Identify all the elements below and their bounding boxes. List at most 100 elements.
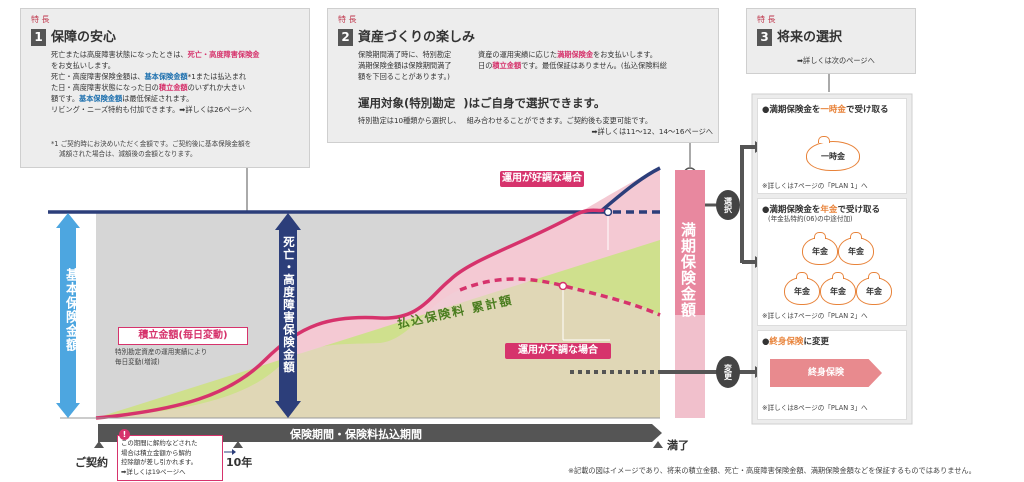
- feature-heading: 3 将来の選択: [757, 26, 842, 46]
- bad-dot: [558, 281, 568, 291]
- period-label: 保険期間・保険料払込期間: [290, 428, 422, 441]
- feature-small: 特別勘定は10種類から選択し、 組み合わせることができます。ご契約後も変更可能です…: [358, 115, 713, 137]
- maturity-bar-bottom: [675, 315, 705, 418]
- text: をお支払いします。: [51, 61, 115, 70]
- warning-icon: !: [119, 429, 130, 440]
- feature-number: 1: [31, 29, 46, 46]
- death-amount-label: 死亡・高度障害保険金額: [282, 236, 296, 374]
- option-more: ※詳しくは7ページの「PLAN 2」へ: [762, 312, 868, 320]
- text: 額です。: [51, 94, 80, 103]
- ten-year-marker: [233, 441, 243, 448]
- feature-body-col2: 資産の運用実績に応じた満期保険金をお支払いします。 日の積立金額です。最低保証は…: [478, 49, 713, 71]
- ten-year-label: 10年: [226, 456, 253, 469]
- warning-box: ! この期間に解約などされた 場合は積立金額から解約 控除額が差し引かれます。 …: [117, 429, 223, 481]
- text: 資産の運用実績に応じた: [478, 50, 558, 59]
- text: ●: [762, 337, 770, 347]
- death-arrow-head-bottom: [275, 401, 301, 418]
- text: 運用対象(特別勘定: [358, 96, 456, 110]
- text: のいずれか大きい: [187, 83, 246, 92]
- death-arrow-head-top: [275, 213, 301, 230]
- feature-title: 将来の選択: [777, 30, 843, 45]
- fund-curve: [95, 208, 606, 420]
- text: 場合は積立金額から解約: [121, 448, 192, 457]
- option-title: ●満期保険金を年金で受け取る: [762, 203, 880, 215]
- text-highlight: 基本保険金額: [144, 72, 188, 81]
- feature-title: 保障の安心: [51, 30, 117, 45]
- select-circle: 選択: [716, 190, 740, 220]
- feature-subtitle: 運用対象(特別勘定)はご自身で選択できます。: [358, 95, 605, 111]
- feature-more: ➡詳しくは次のページへ: [797, 56, 875, 65]
- option-lump-sum: ●満期保険金を一時金で受け取る 一時金 ※詳しくは7ページの「PLAN 1」へ: [757, 98, 907, 194]
- text: で受け取る: [845, 105, 889, 115]
- change-circle: 変更: [716, 356, 740, 388]
- warn-arrow: [232, 449, 236, 455]
- text-highlight: 満期保険金: [557, 50, 594, 59]
- money-bag-icon: 年金: [802, 232, 838, 265]
- bad-area: [96, 281, 660, 418]
- text: をお支払いします。: [593, 50, 657, 59]
- text: 死亡・高度障害保険金額は、: [51, 72, 145, 81]
- money-bag-icon: 年金: [784, 272, 820, 305]
- footnote: ※記載の図はイメージであり、将来の積立金額、死亡・高度障害保険金額、満期保険金額…: [568, 466, 976, 475]
- option-whole-life: ●終身保険に変更 終身保険 ※詳しくは8ページの「PLAN 3」へ: [757, 330, 907, 420]
- feature-tag: 特 長: [757, 15, 776, 24]
- text-highlight: 積立金額: [492, 61, 522, 70]
- maturity-label: 満了: [667, 439, 689, 452]
- feature-number: 3: [757, 29, 772, 46]
- text: 額を下回ることがあります。): [358, 72, 450, 81]
- option-sub: (年金払特約(06)の中途付加): [768, 215, 853, 223]
- text: 死亡または高度障害状態になったときは、: [51, 50, 188, 59]
- good-dot: [603, 207, 613, 217]
- left-arrow-head-bottom: [56, 403, 80, 418]
- feature-box-3: 特 長 3 将来の選択 ➡詳しくは次のページへ: [746, 8, 916, 74]
- maturity-marker: [653, 441, 663, 448]
- feature-tag: 特 長: [338, 15, 357, 24]
- money-bag-icon: 年金: [838, 232, 874, 265]
- feature-box-1: 特 長 1 保障の安心 死亡または高度障害状態になったときは、死亡・高度障害保険金…: [20, 8, 310, 168]
- left-arrow-head-top: [56, 213, 80, 228]
- option-title: ●終身保険に変更: [762, 335, 829, 347]
- text: ●満期保険金を: [762, 205, 821, 215]
- whole-life-arrow: 終身保険: [770, 359, 882, 387]
- text-highlight: 一時金: [820, 105, 846, 115]
- text: リビング・ニーズ特約も付加できます。➡詳しくは26ページへ: [51, 105, 252, 114]
- text: 特別勘定資産の運用実績により: [115, 348, 208, 356]
- bad-case-label: 運用が不調な場合: [505, 343, 611, 359]
- text-highlight: 基本保険金額: [79, 94, 123, 103]
- option-title: ●満期保険金を一時金で受け取る: [762, 103, 888, 115]
- option-more: ※詳しくは8ページの「PLAN 3」へ: [762, 404, 868, 412]
- contract-label: ご契約: [75, 456, 108, 469]
- death-arrow-body: [279, 230, 297, 401]
- text: *1または払込まれ: [187, 72, 247, 81]
- text: 控除額が差し引かれます。: [121, 458, 198, 466]
- basic-amount-label: 基本保険金額: [63, 268, 78, 352]
- contract-marker: [94, 441, 104, 448]
- maturity-amount-label: 満期保険金額: [679, 222, 697, 318]
- text-highlight: 積立金額: [158, 83, 188, 92]
- feature-box-2: 特 長 2 資産づくりの楽しみ 保険期間満了時に、特別勘定 満期保険金額は保険期間…: [327, 8, 719, 143]
- text: ●満期保険金を: [762, 105, 821, 115]
- feature-heading: 1 保障の安心: [31, 26, 116, 46]
- text-highlight: 年金: [820, 205, 838, 215]
- feature-heading: 2 資産づくりの楽しみ: [338, 26, 475, 46]
- feature-note: *1 ご契約時にお決めいただく金額です。ご契約後に基本保険金額を 減額された場合…: [51, 139, 306, 159]
- fund-label: 積立金額(毎日変動): [118, 327, 248, 345]
- feature-number: 2: [338, 29, 353, 46]
- money-bag-icon: 一時金: [806, 136, 860, 171]
- text-highlight: 終身保険: [769, 337, 804, 347]
- good-navy-curve: [598, 166, 661, 214]
- note-line: *1 ご契約時にお決めいただく金額です。ご契約後に基本保険金額を: [51, 140, 252, 148]
- text: 日の: [478, 61, 493, 70]
- text: で受け取る: [837, 205, 880, 215]
- fund-desc: 特別勘定資産の運用実績により 毎日変動(増減): [115, 347, 207, 367]
- feature-tag: 特 長: [31, 15, 50, 24]
- money-bag-icon: 年金: [856, 272, 892, 305]
- text: 保険期間満了時に、特別勘定: [358, 50, 452, 59]
- feature-body-col1: 保険期間満了時に、特別勘定 満期保険金額は保険期間満了 額を下回ることがあります…: [358, 49, 478, 82]
- text: 毎日変動(増減): [115, 358, 160, 366]
- option-more: ※詳しくは7ページの「PLAN 1」へ: [762, 182, 868, 190]
- feature-body: 死亡または高度障害状態になったときは、死亡・高度障害保険金 をお支払いします。 …: [51, 49, 306, 115]
- text: た日・高度障害状態になった日の: [51, 83, 159, 92]
- text: 組み合わせることができます。ご契約後も変更可能です。: [466, 116, 653, 125]
- text: この期間に解約などされた: [121, 439, 198, 447]
